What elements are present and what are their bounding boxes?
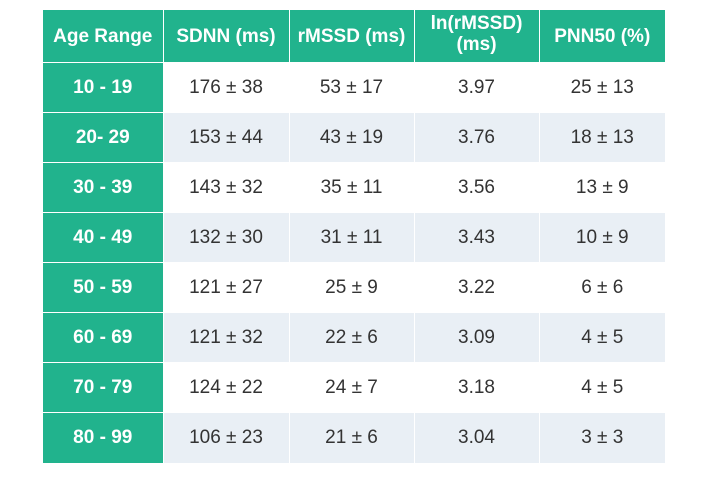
header-ln-rmssd: ln(rMSSD) (ms) bbox=[414, 10, 540, 63]
table-row: 10 - 19 176 ± 38 53 ± 17 3.97 25 ± 13 bbox=[43, 62, 665, 113]
ln-rmssd-cell: 3.56 bbox=[414, 162, 540, 213]
age-range-cell: 10 - 19 bbox=[43, 62, 164, 113]
pnn50-cell: 25 ± 13 bbox=[539, 62, 665, 113]
pnn50-cell: 10 ± 9 bbox=[539, 212, 665, 263]
rmssd-cell: 35 ± 11 bbox=[289, 162, 415, 213]
sdnn-cell: 121 ± 32 bbox=[163, 312, 290, 363]
sdnn-cell: 153 ± 44 bbox=[163, 112, 290, 163]
ln-rmssd-cell: 3.09 bbox=[414, 312, 540, 363]
header-rmssd: rMSSD (ms) bbox=[289, 10, 415, 63]
rmssd-cell: 31 ± 11 bbox=[289, 212, 415, 263]
ln-rmssd-cell: 3.43 bbox=[414, 212, 540, 263]
ln-rmssd-cell: 3.18 bbox=[414, 362, 540, 413]
pnn50-cell: 4 ± 5 bbox=[539, 362, 665, 413]
age-range-cell: 30 - 39 bbox=[43, 162, 164, 213]
rmssd-cell: 25 ± 9 bbox=[289, 262, 415, 313]
table-row: 40 - 49 132 ± 30 31 ± 11 3.43 10 ± 9 bbox=[43, 212, 665, 263]
table-row: 60 - 69 121 ± 32 22 ± 6 3.09 4 ± 5 bbox=[43, 312, 665, 363]
rmssd-cell: 22 ± 6 bbox=[289, 312, 415, 363]
sdnn-cell: 106 ± 23 bbox=[163, 412, 290, 463]
rmssd-cell: 24 ± 7 bbox=[289, 362, 415, 413]
header-age-range: Age Range bbox=[43, 10, 164, 63]
table-row: 70 - 79 124 ± 22 24 ± 7 3.18 4 ± 5 bbox=[43, 362, 665, 413]
pnn50-cell: 18 ± 13 bbox=[539, 112, 665, 163]
pnn50-cell: 3 ± 3 bbox=[539, 412, 665, 463]
table-row: 50 - 59 121 ± 27 25 ± 9 3.22 6 ± 6 bbox=[43, 262, 665, 313]
sdnn-cell: 143 ± 32 bbox=[163, 162, 290, 213]
table-row: 20- 29 153 ± 44 43 ± 19 3.76 18 ± 13 bbox=[43, 112, 665, 163]
table-row: 80 - 99 106 ± 23 21 ± 6 3.04 3 ± 3 bbox=[43, 412, 665, 463]
header-pnn50: PNN50 (%) bbox=[539, 10, 665, 63]
age-range-cell: 70 - 79 bbox=[43, 362, 164, 413]
hrv-by-age-table-container: Age Range SDNN (ms) rMSSD (ms) ln(rMSSD)… bbox=[43, 10, 665, 463]
ln-rmssd-cell: 3.04 bbox=[414, 412, 540, 463]
hrv-by-age-table: Age Range SDNN (ms) rMSSD (ms) ln(rMSSD)… bbox=[43, 10, 665, 463]
ln-rmssd-cell: 3.97 bbox=[414, 62, 540, 113]
table-header: Age Range SDNN (ms) rMSSD (ms) ln(rMSSD)… bbox=[43, 10, 665, 63]
age-range-cell: 80 - 99 bbox=[43, 412, 164, 463]
age-range-cell: 50 - 59 bbox=[43, 262, 164, 313]
table-body: 10 - 19 176 ± 38 53 ± 17 3.97 25 ± 13 20- 29 1… bbox=[43, 62, 665, 463]
age-range-cell: 60 - 69 bbox=[43, 312, 164, 363]
rmssd-cell: 53 ± 17 bbox=[289, 62, 415, 113]
rmssd-cell: 21 ± 6 bbox=[289, 412, 415, 463]
ln-rmssd-cell: 3.22 bbox=[414, 262, 540, 313]
age-range-cell: 20- 29 bbox=[43, 112, 164, 163]
sdnn-cell: 176 ± 38 bbox=[163, 62, 290, 113]
sdnn-cell: 124 ± 22 bbox=[163, 362, 290, 413]
header-sdnn: SDNN (ms) bbox=[163, 10, 290, 63]
header-row: Age Range SDNN (ms) rMSSD (ms) ln(rMSSD)… bbox=[43, 10, 665, 63]
rmssd-cell: 43 ± 19 bbox=[289, 112, 415, 163]
ln-rmssd-cell: 3.76 bbox=[414, 112, 540, 163]
table-row: 30 - 39 143 ± 32 35 ± 11 3.56 13 ± 9 bbox=[43, 162, 665, 213]
pnn50-cell: 6 ± 6 bbox=[539, 262, 665, 313]
sdnn-cell: 132 ± 30 bbox=[163, 212, 290, 263]
pnn50-cell: 4 ± 5 bbox=[539, 312, 665, 363]
pnn50-cell: 13 ± 9 bbox=[539, 162, 665, 213]
age-range-cell: 40 - 49 bbox=[43, 212, 164, 263]
sdnn-cell: 121 ± 27 bbox=[163, 262, 290, 313]
